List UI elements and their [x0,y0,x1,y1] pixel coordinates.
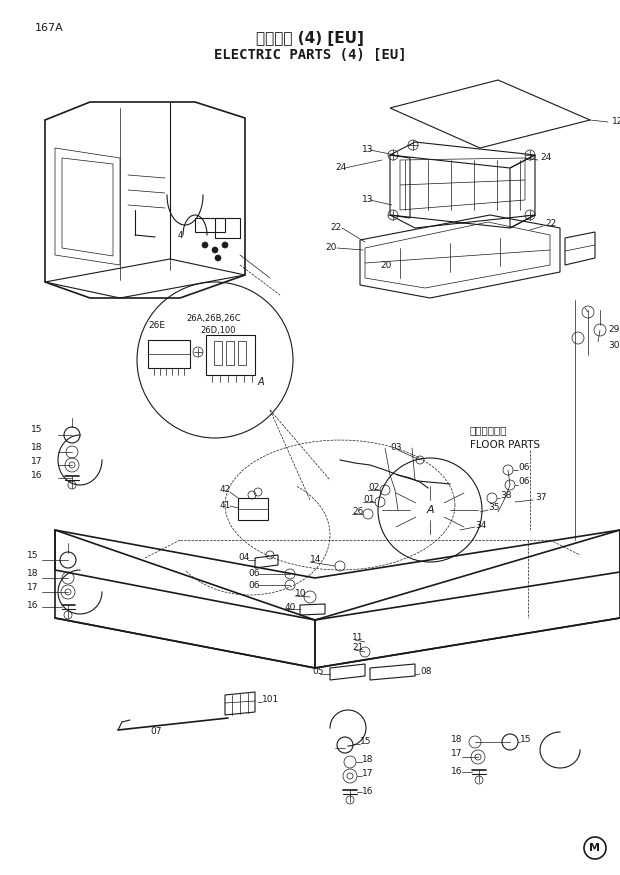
Text: FLOOR PARTS: FLOOR PARTS [470,440,540,450]
Text: 38: 38 [500,492,511,500]
Text: 10: 10 [295,590,306,598]
Text: 20: 20 [380,261,391,270]
Text: 29: 29 [608,326,619,334]
Text: 18: 18 [27,570,38,578]
Text: 26A,26B,26C: 26A,26B,26C [186,313,241,323]
Text: 18: 18 [362,755,373,765]
Text: 34: 34 [475,521,486,529]
Text: 30: 30 [608,340,619,349]
Circle shape [212,247,218,253]
Text: 37: 37 [535,493,546,502]
Text: 15: 15 [30,425,42,435]
Text: 07: 07 [150,727,161,737]
Text: 06: 06 [518,478,529,487]
Text: 26: 26 [352,507,363,516]
Text: 15: 15 [27,551,38,561]
Text: 電気部品 (4) [EU]: 電気部品 (4) [EU] [256,31,364,46]
Text: 16: 16 [362,788,373,796]
Text: 01: 01 [363,495,374,505]
Text: 26D,100: 26D,100 [200,326,236,334]
Text: 18: 18 [451,734,462,744]
Text: 06: 06 [248,580,260,590]
Text: M: M [590,843,601,853]
Circle shape [222,242,228,248]
Text: 05: 05 [312,668,324,676]
Text: 17: 17 [30,458,42,466]
Text: 16: 16 [27,600,38,610]
Text: 13: 13 [362,195,373,205]
Text: 17: 17 [362,769,373,779]
Text: 04: 04 [238,554,249,563]
Text: 17: 17 [451,750,462,759]
Circle shape [215,255,221,261]
Text: 24: 24 [335,164,346,172]
Text: 41: 41 [220,500,231,509]
Circle shape [202,242,208,248]
Text: 13: 13 [362,145,373,155]
Text: フロアパーツ: フロアパーツ [470,425,508,435]
Text: 22: 22 [545,220,556,228]
Text: 17: 17 [27,584,38,592]
Text: 03: 03 [390,444,402,452]
Text: 15: 15 [360,738,371,746]
Text: 20: 20 [325,243,337,253]
Text: 26E: 26E [148,320,165,330]
Text: 15: 15 [520,734,531,744]
Text: A: A [426,505,434,515]
Text: 08: 08 [420,668,432,676]
Text: 101: 101 [262,696,279,704]
Text: 42: 42 [220,486,231,494]
Text: 06: 06 [518,463,529,472]
Text: 11: 11 [352,634,363,642]
Text: ELECTRIC PARTS (4) [EU]: ELECTRIC PARTS (4) [EU] [214,48,406,62]
Text: 16: 16 [30,472,42,480]
Text: 24: 24 [540,153,551,163]
Text: 35: 35 [488,503,500,513]
Text: 40: 40 [285,603,296,612]
Text: 16: 16 [451,766,462,775]
Text: 14: 14 [310,556,321,564]
Text: 06: 06 [248,570,260,578]
Text: 02: 02 [368,484,379,493]
Text: A: A [258,377,265,387]
Text: 4: 4 [178,230,184,240]
Text: 18: 18 [30,444,42,452]
Text: 167A: 167A [35,23,64,33]
Text: 21: 21 [352,643,363,653]
Text: 12: 12 [612,117,620,127]
Text: 22: 22 [330,223,341,233]
